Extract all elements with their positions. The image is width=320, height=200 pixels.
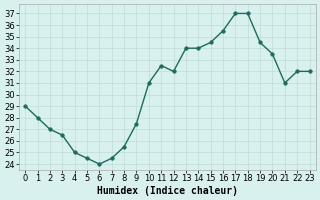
X-axis label: Humidex (Indice chaleur): Humidex (Indice chaleur) bbox=[97, 186, 238, 196]
